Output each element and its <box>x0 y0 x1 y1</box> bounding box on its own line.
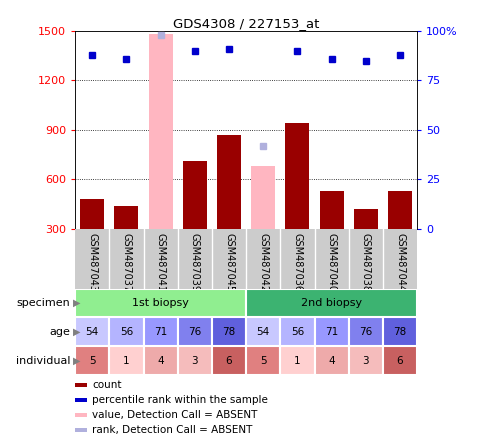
Bar <box>114 206 138 229</box>
Text: GSM487038: GSM487038 <box>360 234 370 293</box>
Title: GDS4308 / 227153_at: GDS4308 / 227153_at <box>173 17 318 30</box>
Bar <box>280 346 314 375</box>
Bar <box>314 317 348 346</box>
Bar <box>212 317 245 346</box>
Text: ▶: ▶ <box>73 356 80 366</box>
Bar <box>177 317 212 346</box>
Bar <box>75 428 87 432</box>
Text: 6: 6 <box>396 356 403 366</box>
Text: GSM487037: GSM487037 <box>121 234 131 293</box>
Text: 2nd biopsy: 2nd biopsy <box>301 298 362 308</box>
Text: 5: 5 <box>89 356 95 366</box>
Bar <box>217 135 241 229</box>
Bar <box>348 317 382 346</box>
Bar <box>75 398 87 401</box>
Text: 4: 4 <box>157 356 164 366</box>
Bar <box>75 289 245 317</box>
Bar <box>80 199 104 229</box>
Text: GSM487039: GSM487039 <box>189 234 199 293</box>
Text: individual: individual <box>16 356 70 366</box>
Text: 6: 6 <box>225 356 232 366</box>
Bar <box>285 123 309 229</box>
Text: ▶: ▶ <box>73 327 80 337</box>
Bar <box>143 346 177 375</box>
Bar <box>75 413 87 417</box>
Text: 78: 78 <box>393 327 406 337</box>
Bar <box>109 346 143 375</box>
Text: 76: 76 <box>188 327 201 337</box>
Text: age: age <box>49 327 70 337</box>
Text: 56: 56 <box>120 327 133 337</box>
Bar <box>251 166 274 229</box>
Text: 1: 1 <box>123 356 130 366</box>
Bar <box>348 346 382 375</box>
Text: count: count <box>92 380 121 390</box>
Bar <box>182 161 206 229</box>
Text: 76: 76 <box>359 327 372 337</box>
Bar <box>353 209 377 229</box>
Text: 54: 54 <box>86 327 99 337</box>
Text: 1st biopsy: 1st biopsy <box>132 298 189 308</box>
Text: 1: 1 <box>293 356 300 366</box>
Text: 56: 56 <box>290 327 303 337</box>
Text: percentile rank within the sample: percentile rank within the sample <box>92 395 268 404</box>
Bar <box>387 191 411 229</box>
Bar <box>245 289 416 317</box>
Bar <box>212 346 245 375</box>
Bar <box>382 346 416 375</box>
Text: GSM487042: GSM487042 <box>257 234 268 293</box>
Text: specimen: specimen <box>16 298 70 308</box>
Bar <box>75 383 87 387</box>
Text: 78: 78 <box>222 327 235 337</box>
Text: 71: 71 <box>154 327 167 337</box>
Text: rank, Detection Call = ABSENT: rank, Detection Call = ABSENT <box>92 425 252 435</box>
Text: GSM487044: GSM487044 <box>394 234 404 293</box>
Bar <box>75 317 109 346</box>
Text: 3: 3 <box>362 356 368 366</box>
Bar <box>314 346 348 375</box>
Text: ▶: ▶ <box>73 298 80 308</box>
Text: GSM487043: GSM487043 <box>87 234 97 293</box>
Bar <box>280 317 314 346</box>
Text: GSM487041: GSM487041 <box>155 234 166 293</box>
Bar <box>245 317 280 346</box>
Bar <box>149 34 172 229</box>
Text: GSM487045: GSM487045 <box>224 234 234 293</box>
Text: value, Detection Call = ABSENT: value, Detection Call = ABSENT <box>92 410 257 420</box>
Bar <box>177 346 212 375</box>
Bar <box>109 317 143 346</box>
Text: 54: 54 <box>256 327 269 337</box>
Bar <box>382 317 416 346</box>
Bar <box>245 346 280 375</box>
Text: 71: 71 <box>324 327 337 337</box>
Text: 4: 4 <box>328 356 334 366</box>
Bar <box>75 346 109 375</box>
Text: 3: 3 <box>191 356 198 366</box>
Text: GSM487036: GSM487036 <box>292 234 302 293</box>
Bar <box>319 191 343 229</box>
Bar <box>143 317 177 346</box>
Text: GSM487040: GSM487040 <box>326 234 336 293</box>
Text: 5: 5 <box>259 356 266 366</box>
